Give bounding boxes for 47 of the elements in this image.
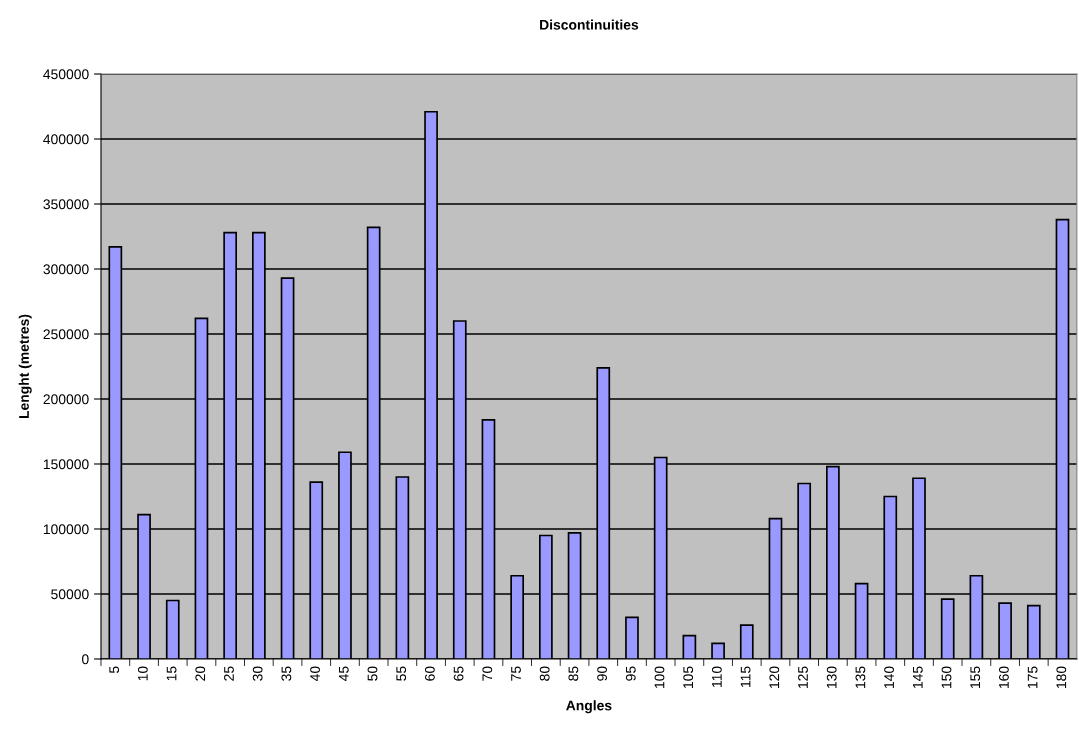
x-tick-label: 60	[424, 666, 435, 681]
x-tick-label: 85	[568, 666, 579, 681]
x-tick-label: 15	[166, 666, 177, 681]
x-tick-label: 20	[195, 666, 206, 681]
y-tick-label: 300000	[43, 264, 89, 275]
y-tick-label: 450000	[43, 69, 89, 80]
x-tick-label: 35	[281, 666, 292, 681]
y-tick-label: 100000	[43, 524, 89, 535]
x-tick-label: 100	[654, 666, 665, 689]
x-tick-label: 125	[798, 666, 808, 689]
y-tick-label: 150000	[43, 459, 89, 470]
x-tick-label: 90	[597, 666, 607, 681]
x-tick-label: 75	[511, 666, 521, 681]
x-tick-label: 175	[1027, 666, 1038, 689]
y-tick-label: 200000	[43, 394, 89, 405]
x-tick-label: 55	[396, 666, 407, 681]
y-tick-label: 250000	[43, 329, 89, 340]
x-tick-label: 155	[970, 666, 981, 689]
y-tick-label: 50000	[51, 589, 89, 600]
x-tick-label: 145	[913, 666, 923, 689]
x-tick-label: 135	[855, 666, 866, 689]
x-tick-label: 180	[1056, 666, 1067, 689]
y-axis-title: Lenght (metres)	[18, 314, 32, 419]
x-tick-label: 130	[826, 666, 837, 689]
y-tick-label: 0	[82, 654, 89, 665]
x-tick-label: 115	[740, 666, 751, 687]
x-tick-label: 50	[367, 666, 378, 681]
x-tick-label: 65	[453, 666, 464, 681]
y-tick-label: 400000	[43, 134, 89, 145]
x-tick-label: 10	[137, 666, 148, 681]
x-tick-label: 95	[625, 666, 636, 681]
x-tick-label: 110	[711, 666, 722, 687]
x-tick-label: 160	[998, 666, 1009, 689]
chart-title: Discontinuities	[540, 19, 639, 30]
x-tick-label: 105	[683, 666, 694, 689]
x-tick-label: 70	[482, 666, 493, 681]
x-tick-label: 80	[539, 666, 550, 681]
x-axis-title: Angles	[566, 700, 612, 714]
x-tick-label: 30	[252, 666, 263, 681]
x-tick-label: 150	[941, 666, 952, 689]
x-tick-label: 40	[310, 666, 320, 682]
x-tick-label: 25	[224, 666, 234, 681]
x-tick-label: 5	[109, 666, 120, 674]
y-tick-label: 350000	[43, 199, 89, 210]
x-tick-label: 120	[769, 666, 780, 689]
x-tick-label: 45	[338, 666, 349, 682]
x-tick-label: 140	[884, 666, 895, 689]
